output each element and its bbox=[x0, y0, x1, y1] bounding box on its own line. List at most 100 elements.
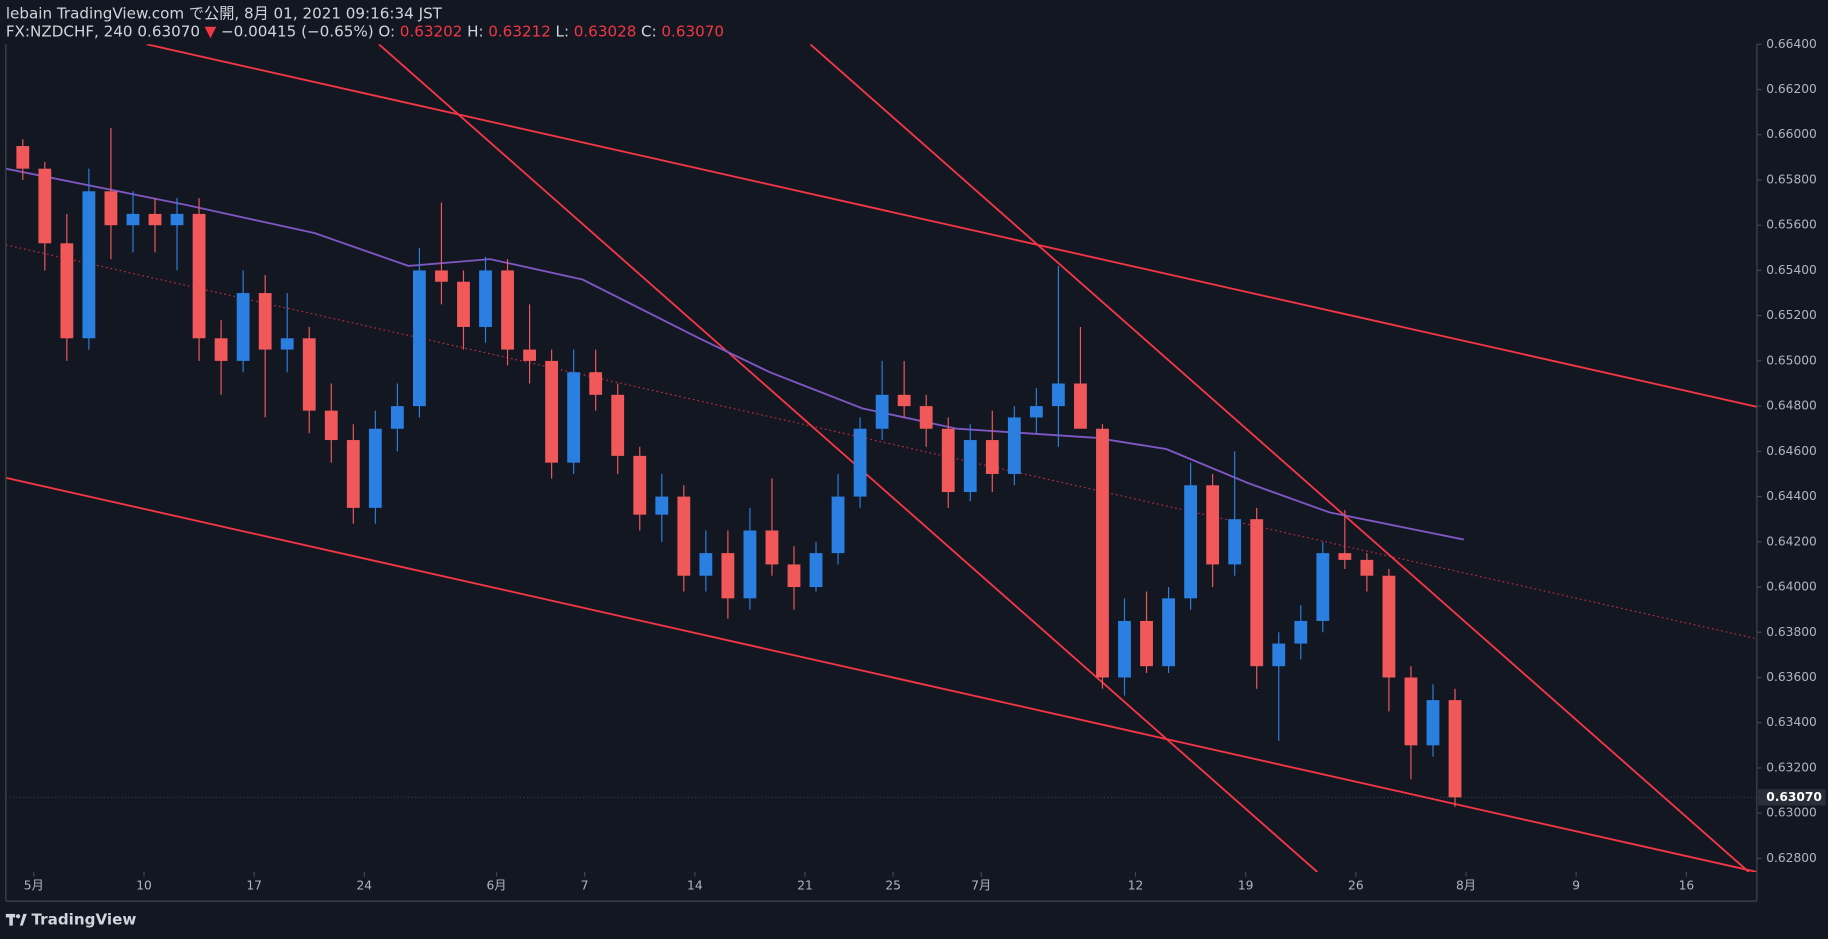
legend-segment: H: bbox=[467, 22, 484, 40]
candle-body bbox=[545, 360, 559, 463]
candle-body bbox=[1007, 417, 1021, 474]
y-tick-label: 0.64200 bbox=[1766, 534, 1817, 548]
candle-body bbox=[16, 146, 30, 169]
candle-body bbox=[963, 440, 977, 493]
legend-segment: −0.00415 (−0.65%) bbox=[221, 22, 374, 40]
y-tick-label: 0.62800 bbox=[1766, 851, 1817, 865]
candle-body bbox=[1228, 519, 1242, 565]
x-tick-label: 21 bbox=[797, 878, 813, 892]
candle-body bbox=[875, 394, 889, 429]
x-tick-label: 14 bbox=[687, 878, 703, 892]
candle-body bbox=[655, 496, 669, 515]
symbol-legend: FX:NZDCHF, 240 0.63070 ▼ −0.00415 (−0.65%)… bbox=[6, 22, 724, 40]
x-tick-label: 6月 bbox=[487, 878, 507, 892]
candle-body bbox=[1074, 383, 1087, 429]
trend-line bbox=[5, 244, 1757, 640]
y-tick-label: 0.64600 bbox=[1766, 444, 1817, 458]
candle-body bbox=[1316, 553, 1330, 621]
y-tick-label: 0.63000 bbox=[1766, 806, 1817, 820]
x-tick-label: 8月 bbox=[1456, 878, 1476, 892]
plot-area bbox=[5, 44, 1757, 872]
candle-body bbox=[390, 406, 404, 429]
legend-segment: L: bbox=[556, 22, 570, 40]
candle-body bbox=[214, 338, 228, 361]
candle-body bbox=[346, 440, 360, 508]
candle-body bbox=[567, 372, 581, 463]
candle-body bbox=[1029, 406, 1043, 418]
candle-body bbox=[1426, 700, 1440, 746]
legend-segment: FX:NZDCHF, 240 0.63070 bbox=[6, 22, 200, 40]
y-tick-label: 0.63800 bbox=[1766, 625, 1817, 639]
candle-body bbox=[1404, 677, 1418, 746]
x-tick-label: 25 bbox=[885, 878, 901, 892]
candle-body bbox=[60, 243, 74, 339]
candle-body bbox=[1338, 553, 1352, 560]
trend-line bbox=[5, 476, 1757, 872]
candle-body bbox=[435, 270, 448, 282]
x-tick-label: 17 bbox=[246, 878, 262, 892]
trend-line bbox=[378, 44, 1318, 872]
candle-body bbox=[38, 168, 52, 244]
legend-segment: 0.63202 bbox=[400, 22, 463, 40]
candle-body bbox=[479, 270, 492, 327]
x-tick-label: 16 bbox=[1679, 878, 1695, 892]
y-tick-label: 0.63400 bbox=[1766, 715, 1817, 729]
x-tick-label: 24 bbox=[357, 878, 373, 892]
candle-body bbox=[919, 406, 933, 429]
candle-body bbox=[457, 281, 470, 327]
trend-line bbox=[809, 44, 1750, 872]
candle-body bbox=[1360, 559, 1374, 576]
y-tick-label: 0.65600 bbox=[1766, 218, 1817, 232]
y-tick-label: 0.64800 bbox=[1766, 399, 1817, 413]
x-tick-label: 10 bbox=[136, 878, 152, 892]
candle-body bbox=[82, 191, 96, 339]
x-tick-label: 7月 bbox=[971, 878, 991, 892]
x-tick-label: 12 bbox=[1128, 878, 1144, 892]
candle-body bbox=[170, 213, 184, 226]
candle-body bbox=[1250, 519, 1264, 667]
candle-body bbox=[1206, 485, 1220, 565]
candle-body bbox=[1140, 620, 1153, 667]
candle-body bbox=[148, 213, 162, 226]
candle-body bbox=[1382, 575, 1396, 678]
candle-body bbox=[721, 553, 735, 599]
x-tick-label: 9 bbox=[1572, 878, 1580, 892]
x-tick-label: 19 bbox=[1238, 878, 1254, 892]
candle-body bbox=[1294, 620, 1308, 644]
y-tick-label: 0.65000 bbox=[1766, 353, 1817, 367]
legend-segment: 0.63028 bbox=[574, 22, 637, 40]
legend-segment: 0.63212 bbox=[488, 22, 551, 40]
trend-line bbox=[146, 44, 1757, 408]
candle-body bbox=[611, 394, 625, 456]
candle-body bbox=[1118, 620, 1131, 678]
candle-body bbox=[765, 530, 779, 565]
candle-body bbox=[809, 553, 823, 588]
y-tick-label: 0.63200 bbox=[1766, 760, 1817, 774]
candle-body bbox=[677, 496, 691, 576]
chart-title: lebain TradingView.com で公開, 8月 01, 2021 … bbox=[6, 4, 443, 22]
candle-body bbox=[831, 496, 845, 554]
y-tick-label: 0.65200 bbox=[1766, 308, 1817, 322]
y-tick-label: 0.65800 bbox=[1766, 172, 1817, 186]
last-price-label: 0.63070 bbox=[1766, 790, 1822, 804]
candle-body bbox=[941, 428, 955, 493]
candle-body bbox=[1184, 485, 1198, 599]
candle-body bbox=[633, 455, 647, 515]
candle-body bbox=[1272, 643, 1286, 667]
tradingview-logo: TradingView bbox=[5, 910, 136, 928]
legend-segment: C: bbox=[641, 22, 657, 40]
candle-body bbox=[302, 338, 316, 411]
x-tick-label: 26 bbox=[1348, 878, 1364, 892]
footer-brand: TradingView bbox=[31, 910, 136, 928]
y-tick-label: 0.66200 bbox=[1766, 82, 1817, 96]
candle-body bbox=[743, 530, 757, 599]
candle-body bbox=[523, 349, 536, 361]
moving-average bbox=[5, 167, 1465, 541]
candle-body bbox=[104, 191, 118, 226]
x-tick-label: 5月 bbox=[24, 878, 44, 892]
legend-segment: O: bbox=[378, 22, 395, 40]
